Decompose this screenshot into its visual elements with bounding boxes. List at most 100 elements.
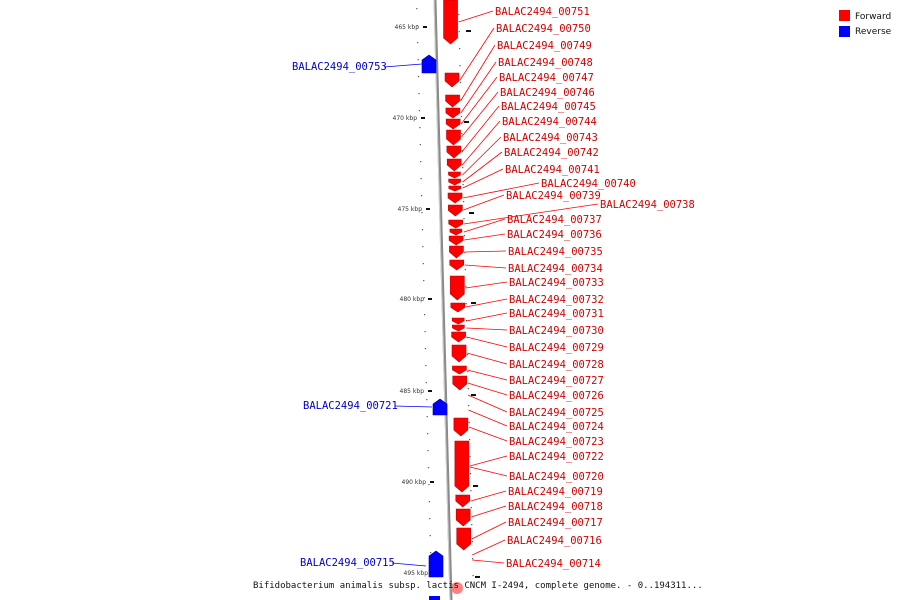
track-dot xyxy=(426,399,428,401)
gene-label-forward: BALAC2494_00751 xyxy=(495,6,590,18)
track-dot xyxy=(472,575,474,577)
tick-mark xyxy=(421,117,425,119)
track-dot xyxy=(469,473,472,475)
tick-label: 485 kbp xyxy=(400,388,425,395)
label-leader-line xyxy=(463,218,506,233)
track-dot xyxy=(468,405,470,407)
track-dot xyxy=(428,501,430,503)
gene-label-forward: BALAC2494_00729 xyxy=(509,342,604,354)
label-leader-line xyxy=(471,521,507,540)
track-dot xyxy=(427,433,429,435)
gene-label-forward: BALAC2494_00733 xyxy=(509,277,604,289)
track-dot xyxy=(419,127,421,129)
label-leader-line xyxy=(467,369,508,381)
gene-features xyxy=(421,0,472,600)
forward-gene-arrow xyxy=(445,107,461,119)
label-leader-line xyxy=(467,382,508,396)
label-leader-line xyxy=(467,394,508,413)
track-dot xyxy=(425,365,427,367)
track-dot xyxy=(466,337,468,339)
track-dot xyxy=(420,195,423,197)
label-leader-line xyxy=(466,327,508,331)
track-dot xyxy=(421,229,424,231)
reverse-gene-arrow xyxy=(428,550,444,578)
track-dot xyxy=(427,450,429,452)
tick-label: 495 kbp xyxy=(404,570,429,577)
track-dot xyxy=(422,263,424,265)
track-dot xyxy=(462,184,464,186)
tick-label: 490 kbp xyxy=(402,479,427,486)
label-leader-line xyxy=(460,61,497,114)
legend-swatch-forward xyxy=(839,10,850,21)
forward-gene-arrow xyxy=(451,317,465,325)
track-dot xyxy=(459,82,462,84)
label-leader-line xyxy=(464,233,506,241)
track-dot xyxy=(422,246,424,248)
track-dot xyxy=(466,354,469,356)
track-dot xyxy=(430,552,432,554)
tick-mark-right xyxy=(475,576,480,578)
forward-gene-arrow xyxy=(451,331,466,343)
track-dot xyxy=(458,31,460,33)
label-leader-line xyxy=(471,539,506,556)
label-leader-line xyxy=(472,559,505,564)
label-leader-line xyxy=(460,76,498,125)
gene-label-forward: BALAC2494_00745 xyxy=(501,101,596,113)
gene-label-forward: BALAC2494_00742 xyxy=(504,147,599,159)
track-dot xyxy=(459,65,461,67)
track-dot xyxy=(418,93,420,95)
gene-label-forward: BALAC2494_00724 xyxy=(509,421,604,433)
forward-gene-arrow xyxy=(448,235,464,246)
reverse-gene-arrow xyxy=(421,54,437,74)
label-leader-line xyxy=(463,194,505,211)
legend-label-reverse: Reverse xyxy=(855,27,892,37)
gene-label-forward: BALAC2494_00749 xyxy=(497,40,592,52)
track-dot xyxy=(472,558,474,560)
gene-label-forward: BALAC2494_00728 xyxy=(509,359,604,371)
tick-mark-right xyxy=(466,30,471,32)
forward-gene-arrow xyxy=(448,219,464,229)
gene-label-forward: BALAC2494_00748 xyxy=(498,57,593,69)
gene-label-reverse: BALAC2494_00753 xyxy=(292,61,387,73)
track-dot xyxy=(425,382,427,384)
forward-gene-arrow xyxy=(448,171,461,179)
track-dot xyxy=(429,535,431,537)
gene-label-forward: BALAC2494_00750 xyxy=(496,23,591,35)
track-dot xyxy=(424,348,427,350)
forward-gene-arrow xyxy=(446,158,462,172)
tick-mark-right xyxy=(471,302,476,304)
track-dot xyxy=(462,201,465,203)
forward-gene-arrow xyxy=(454,440,470,493)
tick-mark-right xyxy=(464,121,469,123)
label-leader-line xyxy=(458,10,494,23)
tick-mark xyxy=(423,26,427,28)
gene-label-forward: BALAC2494_00726 xyxy=(509,390,604,402)
label-leader-line xyxy=(465,281,508,289)
forward-gene-arrow xyxy=(448,185,462,192)
forward-gene-arrow xyxy=(446,129,461,146)
gene-labels: BALAC2494_00751 BALAC2494_00750 BALAC2494_… xyxy=(292,6,695,570)
forward-gene-arrow xyxy=(449,245,464,259)
label-leader-line xyxy=(464,250,507,253)
gene-label-forward: BALAC2494_00737 xyxy=(507,214,602,226)
forward-gene-arrow xyxy=(456,527,472,551)
legend: Forward Reverse xyxy=(839,10,892,37)
track-dot xyxy=(462,167,464,169)
label-leader-line xyxy=(461,91,499,138)
label-leader-line xyxy=(466,352,508,365)
label-leader-line xyxy=(461,105,500,153)
gene-label-forward: BALAC2494_00732 xyxy=(509,294,604,306)
forward-gene-arrow xyxy=(443,0,458,45)
forward-gene-arrow xyxy=(451,344,467,363)
track-dot xyxy=(465,286,467,288)
legend-swatch-reverse xyxy=(839,26,850,37)
label-leader-line-reverse xyxy=(394,405,433,408)
gene-label-forward: BALAC2494_00741 xyxy=(505,164,600,176)
genome-axis-highlight xyxy=(433,0,451,600)
track-dot xyxy=(467,388,469,390)
label-leader-line xyxy=(466,312,508,322)
gene-label-forward: BALAC2494_00734 xyxy=(508,263,603,275)
track-dot xyxy=(459,48,461,50)
track-dot xyxy=(427,467,430,469)
